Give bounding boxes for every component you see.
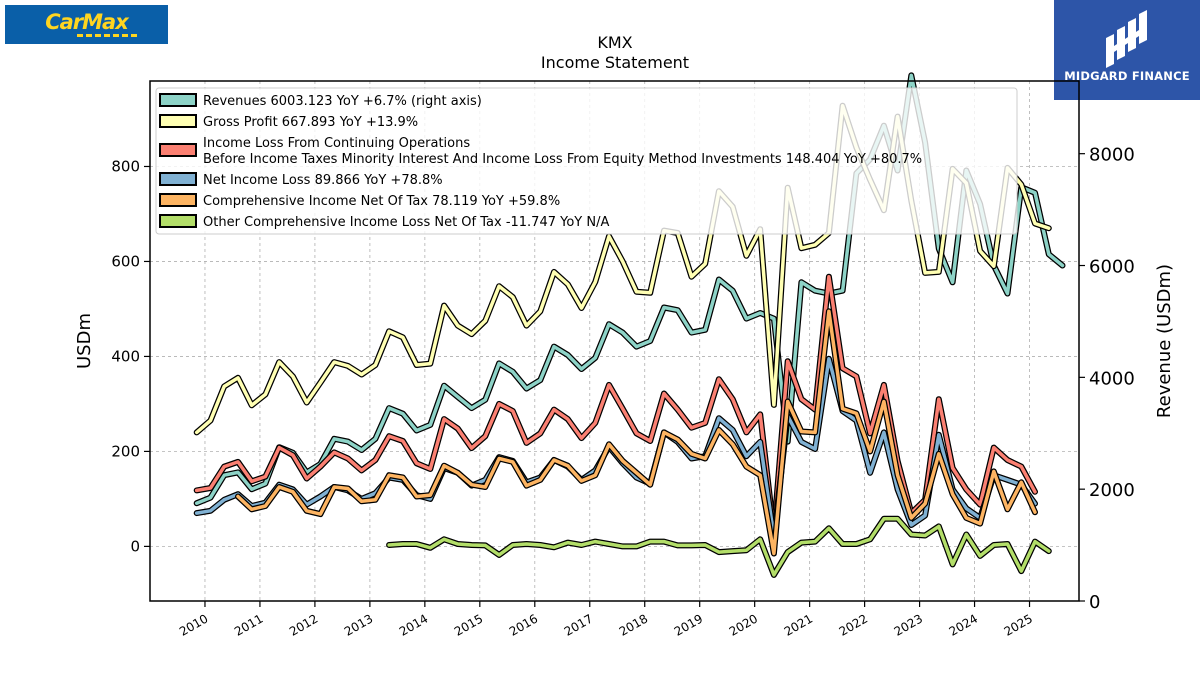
left-tick-label: 800	[111, 157, 140, 175]
plot-frame	[149, 80, 1080, 602]
x-tick-label: 2017	[562, 611, 595, 638]
series-layer	[193, 72, 1066, 578]
x-tick-label: 2010	[177, 611, 210, 638]
right-tick-label: 6000	[1089, 257, 1135, 278]
left-tick-label: 200	[111, 442, 140, 460]
x-axis-ticks: 2010 2011 2012 2013 2014 2015 2016 2017 2018 2019…	[177, 601, 1035, 639]
x-tick-label: 2015	[452, 611, 485, 638]
x-tick-label: 2023	[892, 611, 925, 638]
x-tick-label: 2022	[837, 611, 870, 638]
chart-title: KMX	[597, 33, 632, 52]
right-axis-ticks: 0 2000 4000 6000 8000	[1079, 145, 1135, 613]
legend-label-0: Revenues 6003.123 YoY +6.7% (right axis)	[203, 94, 482, 109]
legend-label-5: Other Comprehensive Income Loss Net Of T…	[203, 215, 609, 230]
series-line-5	[386, 515, 1052, 578]
left-tick-label: 400	[111, 347, 140, 365]
right-tick-label: 8000	[1089, 145, 1135, 166]
legend-swatch-1	[159, 114, 197, 128]
x-tick-label: 2012	[287, 611, 320, 638]
left-tick-label: 600	[111, 252, 140, 270]
left-axis-ticks: 0 200 400 600 800	[111, 157, 150, 555]
legend-label-1: Gross Profit 667.893 YoY +13.9%	[203, 115, 418, 130]
x-tick-label: 2024	[947, 611, 980, 638]
x-tick-label: 2016	[507, 611, 540, 638]
x-tick-label: 2020	[727, 611, 760, 638]
legend-swatch-3	[159, 172, 197, 186]
midgard-finance-name: MIDGARD FINANCE	[1064, 69, 1190, 83]
legend-box	[155, 87, 1018, 235]
left-tick-label: 0	[130, 537, 140, 555]
series-line-4	[235, 308, 1038, 557]
x-tick-label: 2018	[617, 611, 650, 638]
legend-swatch-2	[159, 143, 197, 157]
legend-label-4: Comprehensive Income Net Of Tax 78.119 Y…	[203, 194, 560, 209]
legend-swatch-4	[159, 193, 197, 207]
midgard-emblem-icon	[1106, 10, 1147, 68]
x-tick-label: 2013	[342, 611, 375, 638]
carmax-logo-word: CarMax	[45, 10, 129, 34]
chart-legend: Revenues 6003.123 YoY +6.7% (right axis)…	[155, 87, 1018, 235]
legend-label-2: Income Loss From Continuing Operations	[203, 136, 470, 151]
x-tick-label: 2021	[782, 611, 815, 638]
right-tick-label: 2000	[1089, 480, 1135, 501]
carmax-logo: CarMax	[5, 5, 168, 44]
carmax-logo-dashes	[76, 34, 137, 37]
x-tick-label: 2014	[397, 611, 430, 638]
legend-swatch-5	[159, 214, 197, 228]
left-axis-label: USDm	[74, 313, 95, 369]
series-stroke	[387, 517, 1051, 577]
right-tick-label: 0	[1089, 592, 1100, 613]
series-stroke	[236, 309, 1037, 556]
x-tick-label: 2011	[232, 611, 265, 638]
chart-subtitle: Income Statement	[541, 53, 689, 72]
legend-swatch-0	[159, 93, 197, 107]
x-tick-label: 2025	[1002, 611, 1035, 638]
right-axis-label: Revenue (USDm)	[1154, 264, 1175, 418]
right-tick-label: 4000	[1089, 368, 1135, 389]
legend-label-3: Net Income Loss 89.866 YoY +78.8%	[203, 173, 443, 188]
legend-label-2: Before Income Taxes Minority Interest An…	[203, 152, 922, 167]
x-tick-label: 2019	[672, 611, 705, 638]
